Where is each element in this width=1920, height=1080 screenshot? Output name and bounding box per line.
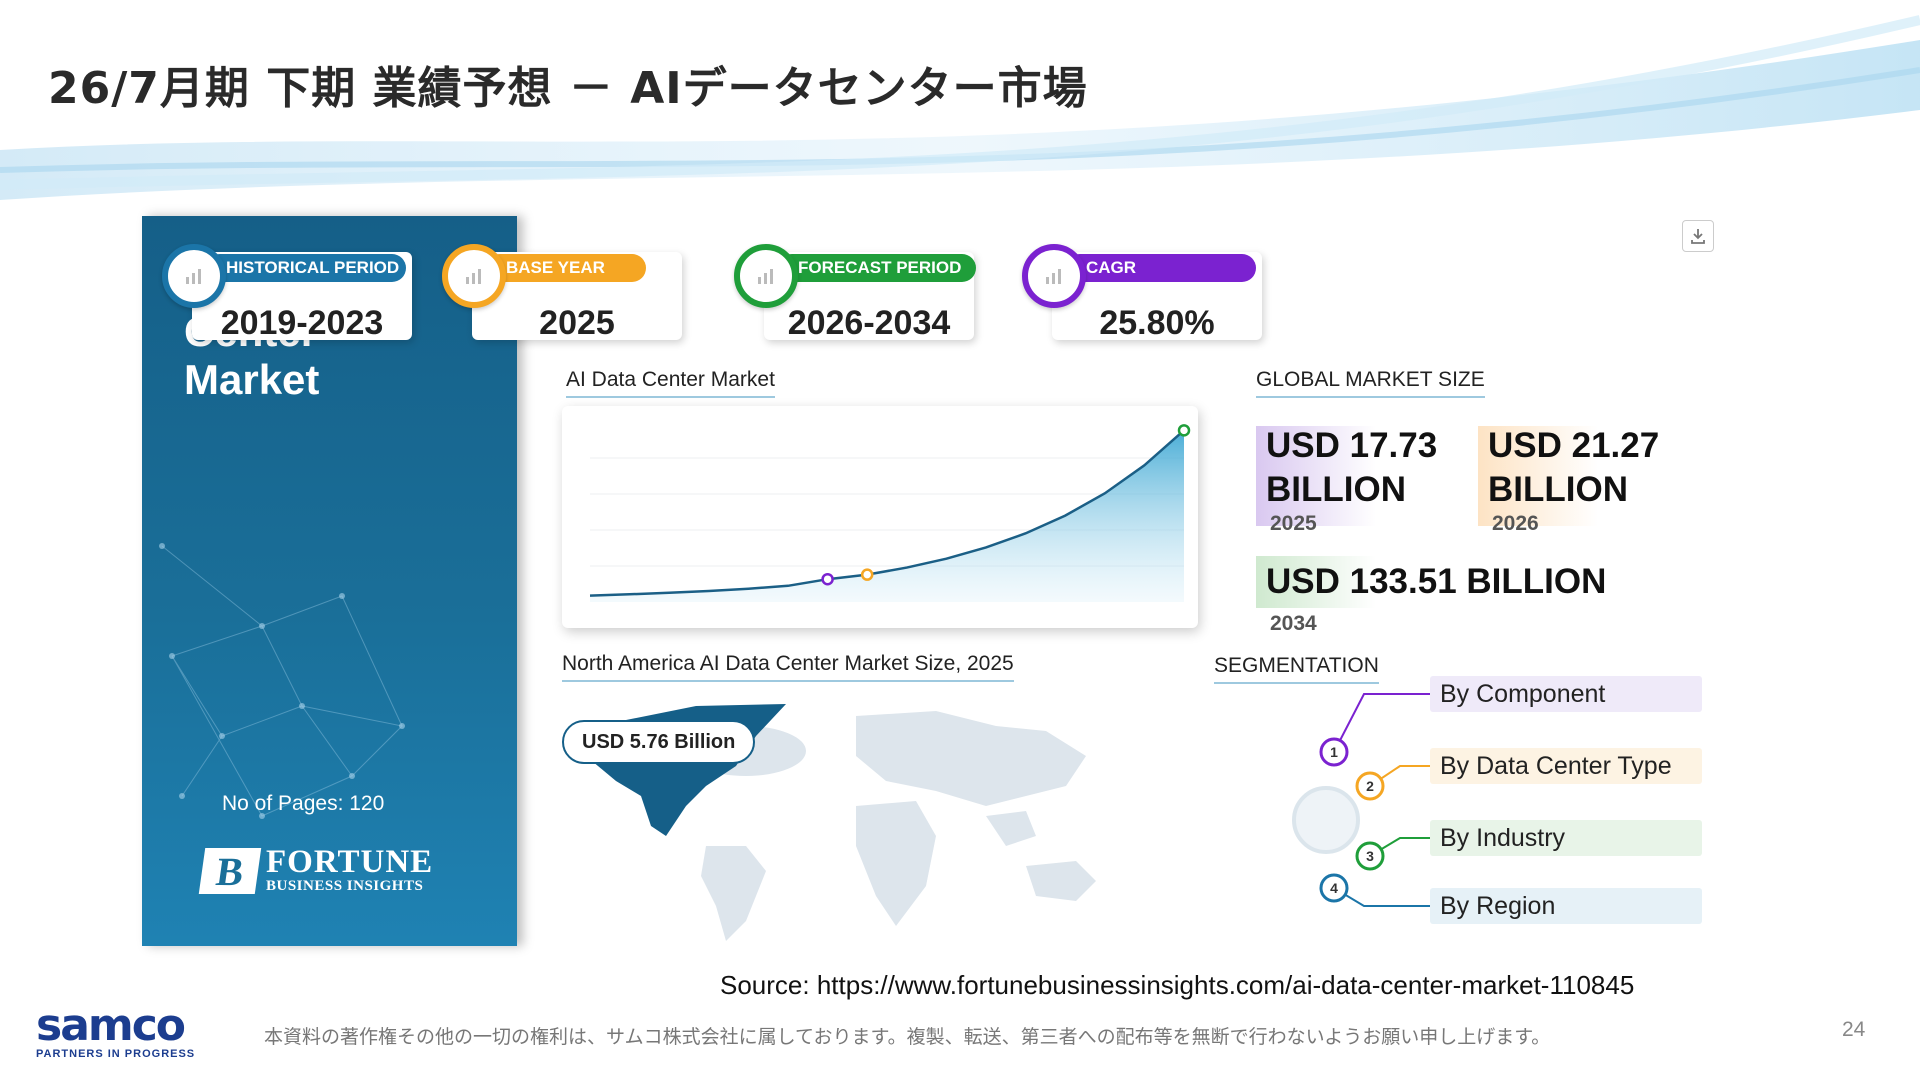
gms-accent	[1478, 426, 1598, 526]
segmentation-diagram: 1 2 3 4 By Component By Data Center Type By I…	[1270, 662, 1722, 952]
segment-number: 3	[1366, 848, 1374, 864]
calendar-icon	[442, 244, 506, 308]
chart-area	[590, 430, 1184, 602]
gms-accent	[1256, 556, 1376, 608]
segment-item: By Component	[1430, 676, 1702, 712]
forecast-chart-icon	[734, 244, 798, 308]
gms-value-2025: USD 17.73 BILLION	[1266, 424, 1437, 512]
map-south-america	[701, 846, 766, 941]
download-icon	[1691, 229, 1705, 244]
segment-item: By Region	[1430, 888, 1702, 924]
source-citation: Source: https://www.fortunebusinessinsig…	[720, 970, 1635, 1000]
gms-value-line: BILLION	[1266, 470, 1406, 509]
header-swoosh	[0, 15, 1920, 200]
kpi-value: 2026-2034	[787, 304, 951, 342]
segmentation-label: SEGMENTATION	[1214, 654, 1379, 684]
kpi-card: BASE YEAR 2025	[442, 232, 682, 352]
segment-number-badge	[1355, 841, 1385, 871]
gms-accent	[1256, 426, 1376, 526]
publisher-sub: BUSINESS INSIGHTS	[266, 878, 424, 894]
report-infographic: AI Data Center Market No of Pages: 120 B…	[142, 216, 1722, 946]
page-number: 24	[1842, 1018, 1866, 1041]
kpi-value: 25.80%	[1099, 304, 1215, 342]
fortune-logo-mark: B	[198, 847, 262, 894]
fortune-logo: B FORTUNE BUSINESS INSIGHTS	[198, 844, 434, 895]
north-america-value: USD 5.76 Billion	[562, 720, 756, 764]
chart-section-label: AI Data Center Market	[566, 368, 775, 398]
segmentation-hub-icon	[1292, 786, 1360, 854]
kpi-label: CAGR	[1066, 254, 1256, 282]
gms-year-2034: 2034	[1270, 612, 1317, 635]
map-australia	[1026, 861, 1096, 901]
gms-year-2026: 2026	[1492, 512, 1539, 535]
kpi-value: 2019-2023	[220, 304, 384, 342]
map-section-label: North America AI Data Center Market Size…	[562, 652, 1014, 682]
slide-title: 26/7月期 下期 業績予想 － AIデータセンター市場	[48, 63, 1088, 114]
download-button[interactable]	[1682, 220, 1714, 252]
map-eurasia	[856, 711, 1086, 806]
segment-connector	[1333, 693, 1430, 753]
segment-item: By Data Center Type	[1430, 748, 1702, 784]
map-africa	[856, 801, 936, 926]
segment-number: 4	[1330, 880, 1338, 896]
gms-year-2025: 2025	[1270, 512, 1317, 535]
gms-value-2026: USD 21.27 BILLION	[1488, 424, 1659, 512]
segment-number: 1	[1330, 744, 1338, 760]
chart-point-2025	[821, 572, 834, 586]
market-area-chart	[589, 424, 1191, 602]
segment-number: 2	[1366, 778, 1374, 794]
page-count: No of Pages: 120	[222, 792, 385, 815]
gms-value-line: USD 17.73	[1266, 426, 1438, 465]
segment-number-badge	[1319, 873, 1349, 903]
gms-value-line: BILLION	[1488, 470, 1628, 509]
segment-number-badge	[1355, 771, 1385, 801]
kpi-card: HISTORICAL PERIOD 2019-2023	[162, 232, 412, 352]
network-graphic	[159, 543, 405, 819]
kpi-card: FORECAST PERIOD 2026-2034	[734, 232, 976, 352]
kpi-value: 2025	[539, 304, 615, 342]
kpi-label: HISTORICAL PERIOD	[206, 254, 406, 282]
kpi-label: FORECAST PERIOD	[778, 254, 976, 282]
kpi-card: CAGR 25.80%	[1022, 232, 1262, 352]
gms-value-2034: USD 133.51 BILLION	[1266, 562, 1607, 601]
samco-wordmark: samco	[36, 1000, 186, 1051]
copyright-disclaimer: 本資料の著作権その他の一切の権利は、サムコ株式会社に属しております。複製、転送、…	[264, 1026, 1551, 1048]
chart-series-line	[589, 429, 1185, 597]
segmentation-connectors: 1 2 3 4	[1292, 693, 1430, 907]
map-southeast-asia	[986, 811, 1036, 846]
bar-chart-icon	[162, 244, 226, 308]
kpi-label: BASE YEAR	[486, 254, 646, 282]
chart-point-2034	[1177, 424, 1191, 437]
segment-number-badge	[1319, 737, 1349, 767]
market-chart	[562, 406, 1198, 628]
publisher-name: FORTUNE	[266, 844, 434, 880]
growth-chart-icon	[1022, 244, 1086, 308]
gms-value-line: USD 21.27	[1488, 426, 1660, 465]
segment-connector	[1333, 887, 1430, 907]
samco-tagline: PARTNERS IN PROGRESS	[36, 1048, 196, 1060]
global-market-label: GLOBAL MARKET SIZE	[1256, 368, 1485, 398]
cover-title-line: Market	[184, 356, 320, 403]
segment-item: By Industry	[1430, 820, 1702, 856]
chart-point-2026	[860, 568, 874, 581]
samco-logo: samco PARTNERS IN PROGRESS	[36, 1000, 196, 1061]
